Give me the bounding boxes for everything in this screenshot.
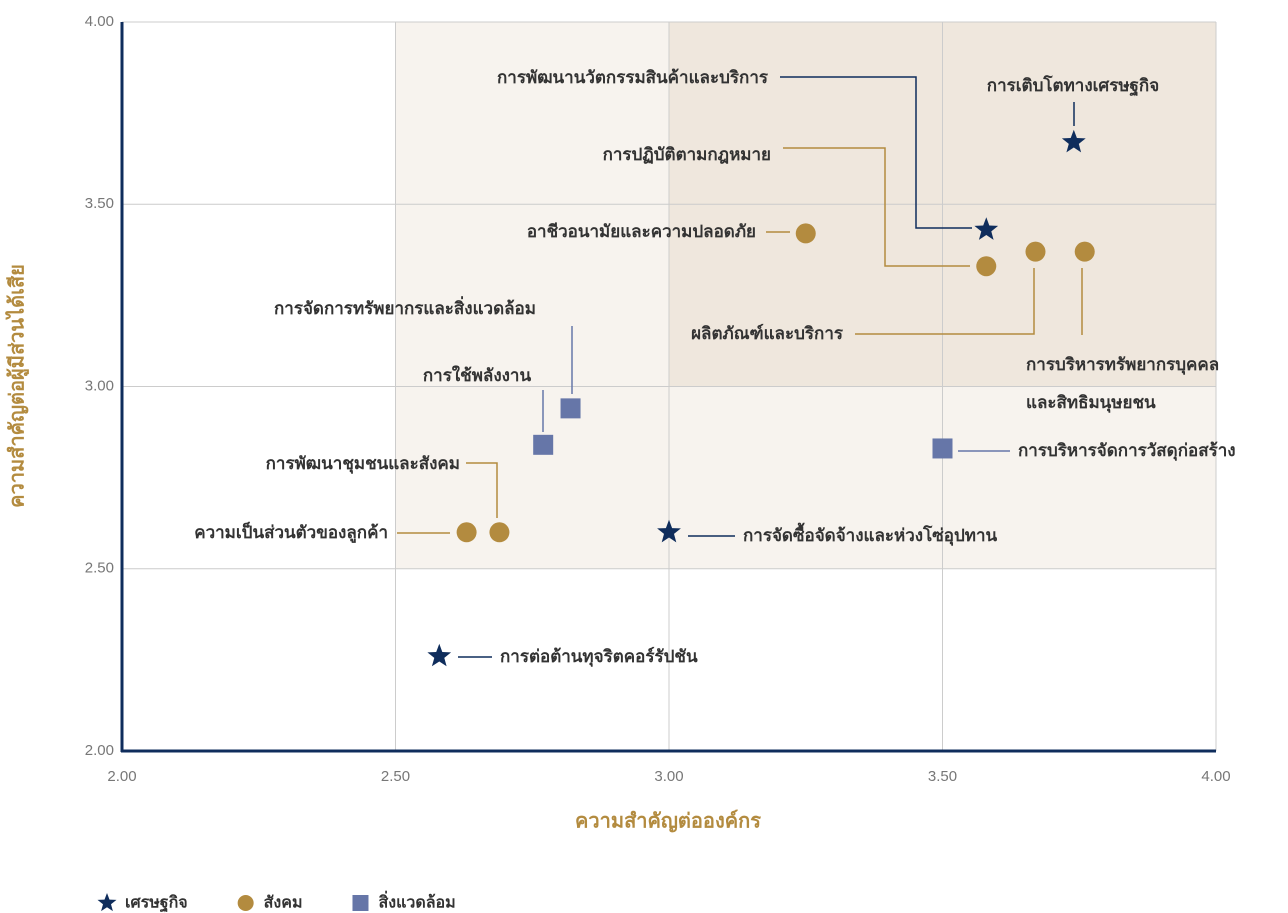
circle-marker (1025, 241, 1046, 262)
y-tick-label: 3.00 (85, 377, 114, 394)
circle-marker (489, 522, 510, 543)
y-tick-label: 3.50 (85, 195, 114, 212)
star-marker (1061, 129, 1086, 153)
point-label: การพัฒนาชุมชนและสังคม (266, 454, 460, 474)
point-label: ความเป็นส่วนตัวของลูกค้า (194, 520, 388, 544)
point-label: และสิทธิมนุษยชน (1026, 393, 1156, 413)
square-marker (533, 434, 554, 455)
legend-label: เศรษฐกิจ (125, 893, 188, 913)
point-label: การปฏิบัติตามกฎหมาย (603, 145, 771, 165)
x-tick-label: 4.00 (1201, 768, 1230, 785)
y-axis-label: ความสำคัญต่อผู้มีส่วนได้เสีย (5, 264, 31, 508)
point-label: การบริหารทรัพยากรบุคคล (1026, 355, 1219, 375)
star-marker (657, 519, 681, 543)
circle-marker (237, 895, 254, 911)
legend-label: สิ่งแวดล้อม (378, 891, 455, 912)
x-tick-label: 2.00 (107, 768, 136, 785)
y-tick-label: 2.00 (85, 742, 114, 759)
square-marker (932, 438, 953, 459)
point-label: การต่อต้านทุจริตคอร์รัปชัน (500, 646, 698, 667)
leader-line (780, 76, 972, 229)
y-tick-label: 2.50 (85, 560, 114, 577)
circle-marker (1074, 241, 1095, 262)
leader-line (783, 147, 970, 267)
point-label: อาชีวอนามัยและความปลอดภัย (527, 221, 756, 242)
star-marker (974, 217, 999, 240)
square-marker (352, 895, 369, 911)
x-tick-label: 3.50 (928, 768, 957, 785)
square-marker (560, 398, 581, 419)
point-label: ผลิตภัณฑ์และบริการ (691, 323, 844, 344)
leader-line (466, 462, 498, 518)
point-label: การจัดการทรัพยากรและสิ่งแวดล้อม (274, 296, 536, 319)
point-label: การจัดซื้อจัดจ้างและห่วงโซ่อุปทาน (743, 522, 998, 546)
leader-line (855, 268, 1035, 335)
point-label: การบริหารจัดการวัสดุก่อสร้าง (1018, 441, 1236, 461)
legend-label: สังคม (264, 893, 303, 912)
y-tick-label: 4.00 (85, 13, 114, 30)
point-label: การพัฒนานวัตกรรมสินค้าและบริการ (497, 68, 769, 88)
x-tick-label: 3.00 (654, 768, 683, 785)
x-axis-label: ความสำคัญต่อองค์กร (575, 809, 761, 833)
circle-marker (795, 223, 816, 244)
circle-marker (976, 256, 997, 277)
star-marker (427, 643, 452, 667)
point-label: การเติบโตทางเศรษฐกิจ (987, 75, 1159, 97)
x-tick-label: 2.50 (381, 768, 410, 785)
circle-marker (456, 522, 477, 543)
point-label: การใช้พลังงาน (423, 365, 532, 386)
star-marker (97, 893, 117, 912)
